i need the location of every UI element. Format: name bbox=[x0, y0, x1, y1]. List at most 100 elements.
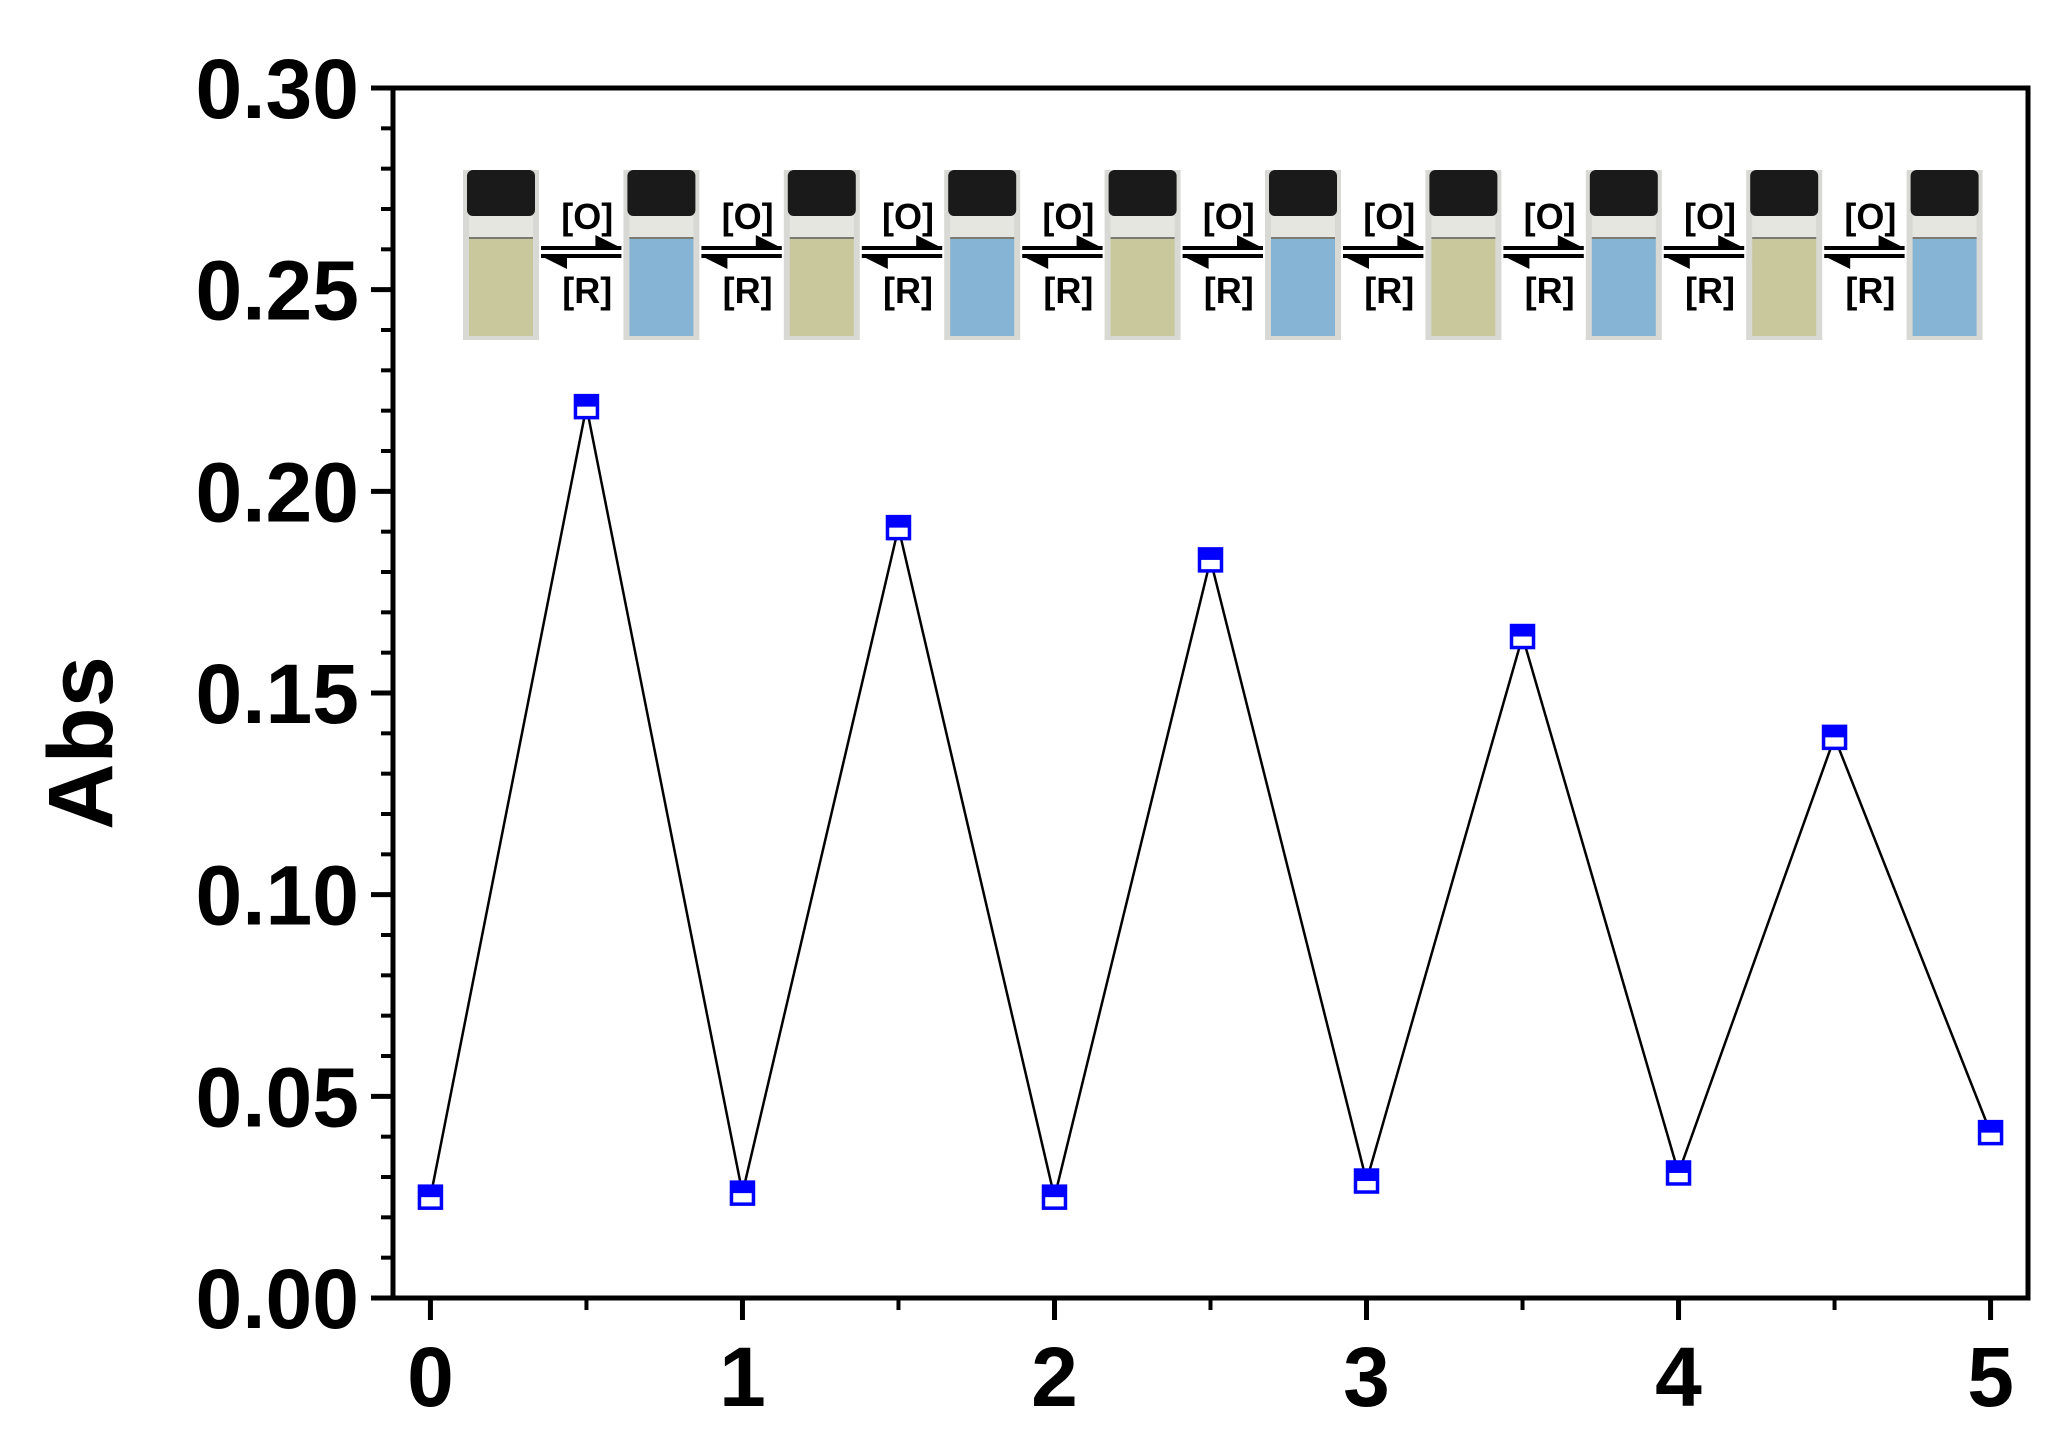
vial-yellow bbox=[1425, 170, 1502, 340]
reverse-arrowhead bbox=[1182, 256, 1209, 269]
vial-cap bbox=[1750, 170, 1819, 216]
reduction-label: [R] bbox=[1204, 270, 1254, 311]
vial-solution bbox=[1431, 238, 1496, 336]
forward-arrowhead bbox=[595, 235, 622, 248]
x-tick-label: 5 bbox=[1967, 1330, 2014, 1424]
reverse-arrowhead bbox=[1663, 256, 1690, 269]
series-layer bbox=[417, 393, 2004, 1210]
vial-yellow bbox=[463, 170, 539, 340]
vial-solution bbox=[1591, 238, 1656, 336]
reverse-arrowhead bbox=[701, 256, 728, 269]
data-point bbox=[1197, 547, 1224, 573]
vial-headspace bbox=[629, 216, 694, 238]
axes: 0.00 0.05 0.10 0.15 0.20 0.25 0.30 0 1 2 3 4 5 bbox=[196, 42, 2031, 1424]
vial-blue bbox=[944, 170, 1021, 340]
data-point bbox=[885, 514, 912, 541]
equilibrium-arrow: [O] [R] bbox=[1343, 196, 1424, 311]
marker-fill bbox=[1667, 1161, 1690, 1173]
equilibrium-arrow: [O] [R] bbox=[1824, 196, 1905, 311]
marker-fill bbox=[1511, 625, 1534, 637]
oxidation-label: [O] bbox=[1524, 196, 1576, 237]
y-tick-label: 0.30 bbox=[196, 42, 360, 136]
data-point bbox=[1665, 1160, 1692, 1186]
vial-yellow bbox=[783, 170, 860, 340]
x-tick-label: 0 bbox=[407, 1330, 454, 1424]
vial-blue bbox=[623, 170, 700, 340]
reduction-label: [R] bbox=[723, 270, 773, 311]
forward-arrowhead bbox=[1557, 235, 1584, 248]
vial-cap bbox=[1108, 170, 1177, 216]
vial-cap bbox=[948, 170, 1017, 216]
y-tick-label: 0.15 bbox=[196, 647, 360, 741]
x-tick-label: 4 bbox=[1655, 1330, 1702, 1424]
reduction-label: [R] bbox=[562, 270, 612, 311]
oxidation-label: [O] bbox=[1844, 196, 1896, 237]
reduction-label: [R] bbox=[1364, 270, 1414, 311]
oxidation-label: [O] bbox=[1684, 196, 1736, 237]
data-point bbox=[573, 393, 600, 420]
y-tick-label: 0.20 bbox=[196, 445, 360, 539]
y-tick-label: 0.00 bbox=[196, 1252, 360, 1346]
forward-arrowhead bbox=[1237, 235, 1263, 248]
vial-solution bbox=[1752, 238, 1817, 336]
vial-yellow bbox=[1104, 170, 1181, 340]
x-tick-label: 1 bbox=[719, 1330, 766, 1424]
vial-solution bbox=[1110, 238, 1175, 336]
equilibrium-arrow: [O] [R] bbox=[1503, 196, 1584, 311]
vial-solution bbox=[950, 238, 1015, 336]
vial-cap bbox=[627, 170, 696, 216]
marker-fill bbox=[1199, 548, 1222, 560]
data-point bbox=[1041, 1184, 1068, 1210]
marker-fill bbox=[1979, 1121, 2002, 1133]
forward-arrowhead bbox=[1076, 235, 1103, 248]
vial-cap bbox=[1589, 170, 1658, 216]
forward-arrowhead bbox=[916, 235, 943, 248]
vial-headspace bbox=[469, 216, 533, 238]
reverse-arrowhead bbox=[1022, 256, 1049, 269]
data-point bbox=[417, 1184, 444, 1210]
vial-cap bbox=[467, 170, 535, 216]
vial-solution bbox=[1912, 238, 1977, 336]
data-point bbox=[1353, 1168, 1380, 1194]
vial-solution bbox=[1271, 238, 1335, 336]
equilibrium-arrow: [O] [R] bbox=[1022, 196, 1103, 311]
oxidation-label: [O] bbox=[1042, 196, 1094, 237]
equilibrium-arrow: [O] [R] bbox=[1182, 196, 1263, 311]
data-point bbox=[1509, 623, 1536, 650]
equilibrium-arrow: [O] [R] bbox=[701, 196, 782, 311]
vial-headspace bbox=[1431, 216, 1496, 238]
oxidation-label: [O] bbox=[882, 196, 934, 237]
vial-headspace bbox=[1271, 216, 1335, 238]
marker-fill bbox=[575, 395, 598, 407]
y-tick-label: 0.05 bbox=[196, 1050, 360, 1144]
vial-headspace bbox=[950, 216, 1015, 238]
oxidation-label: [O] bbox=[1363, 196, 1415, 237]
equilibrium-arrow: [O] [R] bbox=[541, 196, 622, 311]
vial-solution bbox=[789, 238, 854, 336]
vial-cap bbox=[787, 170, 856, 216]
vial-cap bbox=[1910, 170, 1979, 216]
reverse-arrowhead bbox=[541, 256, 567, 269]
marker-fill bbox=[1043, 1186, 1066, 1198]
reverse-arrowhead bbox=[1503, 256, 1530, 269]
vial-yellow bbox=[1746, 170, 1823, 340]
vial-headspace bbox=[1591, 216, 1656, 238]
reduction-label: [R] bbox=[1845, 270, 1895, 311]
vial-inset: [O][R][O][R][O][R][O][R][O][R][O][R][O][… bbox=[463, 170, 1983, 340]
marker-fill bbox=[419, 1186, 442, 1198]
marker-fill bbox=[1823, 726, 1846, 738]
series-line bbox=[429, 406, 1992, 1198]
forward-arrowhead bbox=[1397, 235, 1424, 248]
oxidation-label: [O] bbox=[561, 196, 613, 237]
reverse-arrowhead bbox=[1343, 256, 1369, 269]
vial-blue bbox=[1906, 170, 1983, 340]
x-tick-label: 3 bbox=[1343, 1330, 1390, 1424]
marker-fill bbox=[887, 516, 910, 528]
reduction-label: [R] bbox=[883, 270, 933, 311]
reverse-arrowhead bbox=[861, 256, 888, 269]
x-tick-label: 2 bbox=[1031, 1330, 1078, 1424]
vial-cap bbox=[1269, 170, 1337, 216]
vial-blue bbox=[1265, 170, 1341, 340]
y-axis-title: Abs bbox=[30, 656, 132, 830]
